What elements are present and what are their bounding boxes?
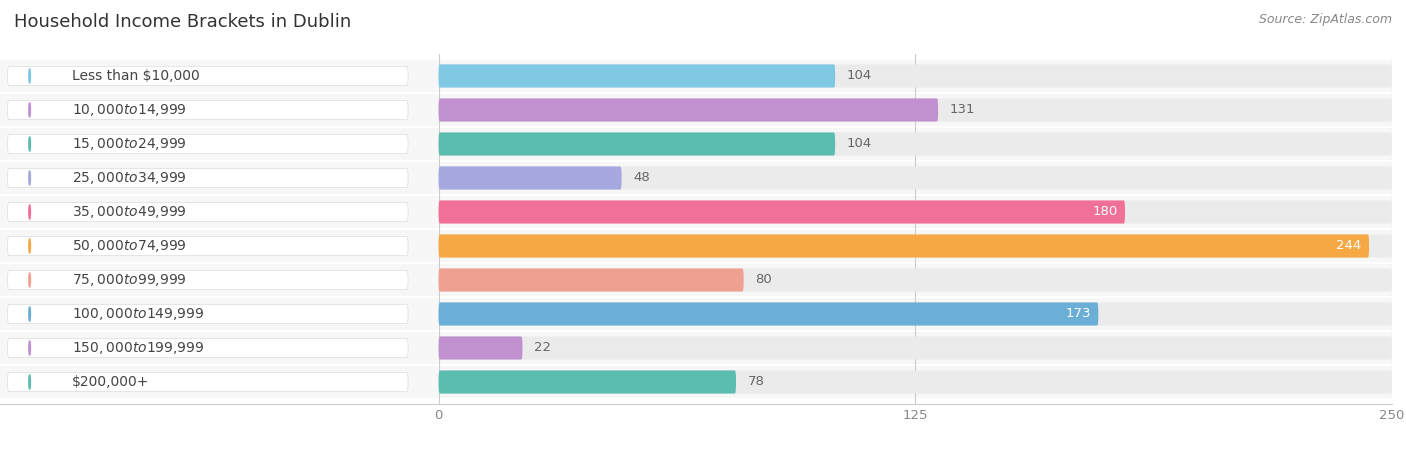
FancyBboxPatch shape <box>7 237 408 255</box>
FancyBboxPatch shape <box>0 163 1392 194</box>
FancyBboxPatch shape <box>439 336 1392 360</box>
Circle shape <box>30 341 31 355</box>
Circle shape <box>30 205 31 219</box>
Text: 104: 104 <box>846 70 872 83</box>
Text: $75,000 to $99,999: $75,000 to $99,999 <box>72 272 187 288</box>
FancyBboxPatch shape <box>0 298 1392 330</box>
FancyBboxPatch shape <box>439 303 1392 326</box>
Circle shape <box>30 375 31 389</box>
FancyBboxPatch shape <box>439 269 744 291</box>
Text: 80: 80 <box>755 273 772 286</box>
Text: 22: 22 <box>534 342 551 355</box>
FancyBboxPatch shape <box>439 98 938 122</box>
FancyBboxPatch shape <box>7 202 408 221</box>
Text: 244: 244 <box>1336 239 1361 252</box>
FancyBboxPatch shape <box>439 336 523 360</box>
Text: 78: 78 <box>748 375 765 388</box>
Text: 173: 173 <box>1066 308 1091 321</box>
FancyBboxPatch shape <box>0 332 1392 364</box>
FancyBboxPatch shape <box>439 64 835 88</box>
Circle shape <box>30 171 31 185</box>
FancyBboxPatch shape <box>0 196 1392 228</box>
FancyBboxPatch shape <box>439 132 1392 155</box>
Text: $25,000 to $34,999: $25,000 to $34,999 <box>72 170 187 186</box>
FancyBboxPatch shape <box>0 230 1392 262</box>
Text: 131: 131 <box>949 103 976 116</box>
FancyBboxPatch shape <box>439 370 735 394</box>
FancyBboxPatch shape <box>0 60 1392 92</box>
Text: Household Income Brackets in Dublin: Household Income Brackets in Dublin <box>14 13 352 31</box>
Circle shape <box>30 273 31 287</box>
Circle shape <box>30 239 31 253</box>
FancyBboxPatch shape <box>7 339 408 357</box>
Text: 48: 48 <box>633 172 650 185</box>
FancyBboxPatch shape <box>439 200 1125 224</box>
FancyBboxPatch shape <box>439 303 1098 326</box>
FancyBboxPatch shape <box>7 135 408 154</box>
Text: $15,000 to $24,999: $15,000 to $24,999 <box>72 136 187 152</box>
FancyBboxPatch shape <box>7 66 408 85</box>
FancyBboxPatch shape <box>439 167 621 189</box>
Circle shape <box>30 69 31 83</box>
Text: Less than $10,000: Less than $10,000 <box>72 69 200 83</box>
Text: $50,000 to $74,999: $50,000 to $74,999 <box>72 238 187 254</box>
FancyBboxPatch shape <box>439 234 1369 258</box>
FancyBboxPatch shape <box>439 167 1392 189</box>
FancyBboxPatch shape <box>439 64 1392 88</box>
FancyBboxPatch shape <box>0 264 1392 295</box>
FancyBboxPatch shape <box>439 269 1392 291</box>
Text: $10,000 to $14,999: $10,000 to $14,999 <box>72 102 187 118</box>
Circle shape <box>30 307 31 321</box>
Text: Source: ZipAtlas.com: Source: ZipAtlas.com <box>1258 13 1392 26</box>
Text: 180: 180 <box>1092 206 1118 219</box>
FancyBboxPatch shape <box>439 370 1392 394</box>
FancyBboxPatch shape <box>7 168 408 188</box>
FancyBboxPatch shape <box>0 94 1392 126</box>
FancyBboxPatch shape <box>439 234 1392 258</box>
FancyBboxPatch shape <box>0 366 1392 398</box>
FancyBboxPatch shape <box>7 304 408 323</box>
FancyBboxPatch shape <box>439 200 1392 224</box>
Text: 104: 104 <box>846 137 872 150</box>
Text: $150,000 to $199,999: $150,000 to $199,999 <box>72 340 204 356</box>
FancyBboxPatch shape <box>7 373 408 392</box>
FancyBboxPatch shape <box>439 132 835 155</box>
FancyBboxPatch shape <box>7 101 408 119</box>
Circle shape <box>30 137 31 151</box>
FancyBboxPatch shape <box>7 270 408 290</box>
FancyBboxPatch shape <box>0 128 1392 160</box>
Text: $100,000 to $149,999: $100,000 to $149,999 <box>72 306 204 322</box>
FancyBboxPatch shape <box>439 98 1392 122</box>
Circle shape <box>30 103 31 117</box>
Text: $200,000+: $200,000+ <box>72 375 149 389</box>
Text: $35,000 to $49,999: $35,000 to $49,999 <box>72 204 187 220</box>
